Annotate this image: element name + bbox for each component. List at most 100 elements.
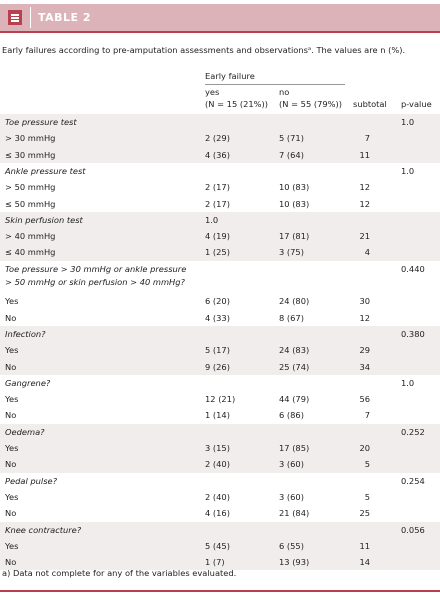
cell-no: 17 (81): [279, 231, 310, 242]
row-shade: [0, 521, 440, 571]
row-label: No: [5, 312, 17, 323]
p-value: 0.254: [401, 475, 425, 486]
row-label: Yes: [5, 540, 19, 551]
group-title: Toe pressure test: [5, 117, 77, 127]
p-value: 0.252: [401, 426, 425, 437]
cell-subtotal: 29: [359, 345, 370, 356]
cell-subtotal: 11: [359, 149, 370, 160]
cell-subtotal: 5: [364, 491, 370, 502]
cell-subtotal: 30: [359, 296, 370, 307]
row-label: > 30 mmHg: [5, 133, 56, 144]
group-title: Toe pressure > 30 mmHg or ankle pressure: [5, 263, 187, 274]
cell-yes: 9 (26): [205, 361, 230, 372]
row-label: ≤ 30 mmHg: [5, 149, 56, 160]
cell-yes: 1.0: [205, 214, 219, 225]
cell-subtotal: 12: [359, 198, 370, 209]
row-label: Yes: [5, 443, 19, 453]
cell-no: 3 (60): [279, 491, 304, 502]
cell-yes: 2 (29): [205, 133, 230, 144]
group-title: > 50 mmHg or skin perfusion > 40 mmHg?: [5, 277, 185, 287]
cell-yes: 2 (17): [205, 182, 230, 193]
cell-no: 13 (93): [279, 557, 310, 568]
group-title: Oedema?: [5, 426, 45, 437]
column-header: yes: [205, 87, 220, 97]
column-header: no: [279, 87, 290, 97]
header-bar: TABLE 2: [0, 4, 440, 33]
cell-no: 5 (71): [279, 133, 304, 144]
group-title: Ankle pressure test: [5, 165, 86, 176]
cell-yes: 6 (20): [205, 296, 230, 307]
cell-no: 44 (79): [279, 394, 310, 405]
column-header: subtotal: [353, 99, 387, 109]
row-shade: [0, 211, 440, 261]
row-label: No: [5, 361, 17, 372]
table-title: TABLE 2: [38, 11, 92, 24]
cell-subtotal: 7: [364, 410, 370, 421]
group-title: Knee contracture?: [5, 524, 82, 535]
cell-yes: 4 (36): [205, 149, 230, 160]
bottom-rule: [0, 590, 440, 592]
p-value: 1.0: [401, 165, 415, 176]
row-label: ≤ 40 mmHg: [5, 247, 56, 258]
cell-no: 3 (60): [279, 459, 304, 470]
p-value: 0.056: [401, 524, 425, 535]
group-title: Infection?: [5, 328, 46, 339]
column-header: p-value: [401, 99, 432, 109]
cell-yes: 1 (14): [205, 410, 230, 421]
table-icon: [8, 10, 22, 25]
row-label: Yes: [5, 345, 19, 356]
row-label: > 40 mmHg: [5, 231, 56, 242]
cell-yes: 5 (45): [205, 540, 230, 551]
cell-subtotal: 4: [364, 247, 370, 258]
caption: Early failures according to pre-amputati…: [2, 45, 406, 55]
cell-yes: 1 (25): [205, 247, 230, 258]
cell-yes: 3 (15): [205, 443, 230, 453]
row-label: No: [5, 459, 17, 470]
cell-no: 7 (64): [279, 149, 304, 160]
cell-subtotal: 14: [359, 557, 370, 568]
row-label: Yes: [5, 394, 19, 405]
row-label: Yes: [5, 296, 19, 307]
cell-yes: 2 (40): [205, 491, 230, 502]
cell-no: 6 (86): [279, 410, 304, 421]
cell-subtotal: 11: [359, 540, 370, 551]
cell-no: 3 (75): [279, 247, 304, 258]
p-value: 1.0: [401, 117, 415, 127]
cell-no: 8 (67): [279, 312, 304, 323]
cell-no: 17 (85): [279, 443, 310, 453]
row-label: > 50 mmHg: [5, 182, 56, 193]
group-title: Gangrene?: [5, 377, 51, 388]
column-header: (N = 55 (79%)): [279, 99, 343, 109]
p-value: 0.380: [401, 328, 425, 339]
column-header: (N = 15 (21%)): [205, 99, 269, 109]
row-label: No: [5, 557, 17, 568]
separator: [30, 7, 31, 28]
p-value: 1.0: [401, 377, 415, 388]
cell-subtotal: 25: [359, 508, 370, 519]
cell-no: 6 (55): [279, 540, 304, 551]
cell-yes: 4 (19): [205, 231, 230, 242]
row-label: No: [5, 410, 17, 421]
cell-no: 25 (74): [279, 361, 310, 372]
column-group-header: Early failure: [205, 71, 255, 81]
cell-subtotal: 7: [364, 133, 370, 144]
cell-no: 21 (84): [279, 508, 310, 519]
row-label: No: [5, 508, 17, 519]
cell-subtotal: 12: [359, 182, 370, 193]
cell-subtotal: 5: [364, 459, 370, 470]
cell-yes: 2 (40): [205, 459, 230, 470]
cell-yes: 4 (33): [205, 312, 230, 323]
row-label: ≤ 50 mmHg: [5, 198, 56, 209]
cell-yes: 2 (17): [205, 198, 230, 209]
row-shade: [0, 114, 440, 163]
group-rule: [205, 84, 345, 85]
cell-yes: 1 (7): [205, 557, 225, 568]
cell-yes: 5 (17): [205, 345, 230, 356]
cell-no: 10 (83): [279, 198, 310, 209]
row-shade: [0, 325, 440, 375]
cell-subtotal: 34: [359, 361, 370, 372]
cell-yes: 4 (16): [205, 508, 230, 519]
cell-yes: 12 (21): [205, 394, 236, 405]
row-shade: [0, 423, 440, 473]
